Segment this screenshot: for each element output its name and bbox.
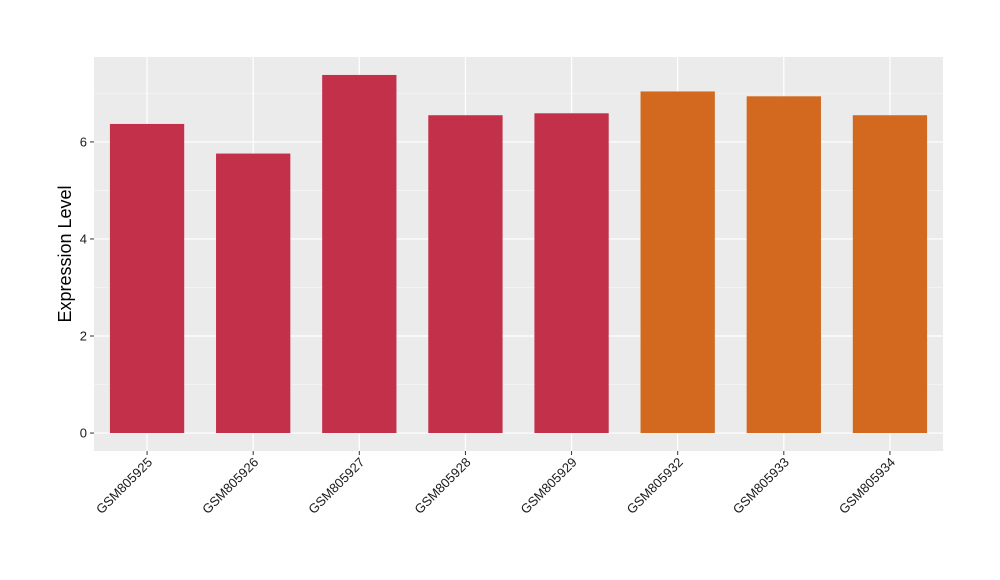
x-tick-label: GSM805929: [517, 455, 579, 517]
bar-GSM805934: [852, 115, 928, 434]
x-tick-label: GSM805932: [624, 455, 686, 517]
x-tick-label: GSM805927: [305, 455, 367, 517]
y-tick-label: 6: [80, 134, 87, 149]
y-tick-label: 2: [80, 329, 87, 344]
bars: [109, 74, 928, 434]
y-axis-title: Expression Level: [55, 185, 75, 322]
bar-GSM805932: [640, 91, 715, 434]
x-axis: GSM805925 GSM805926 GSM805927 GSM805928 GSM8…: [93, 451, 898, 517]
bar-GSM805928: [428, 115, 503, 434]
x-tick-label: GSM805928: [411, 455, 473, 517]
x-tick-label: GSM805925: [93, 455, 155, 517]
bar-GSM805933: [746, 96, 821, 434]
x-tick-label: GSM805933: [730, 455, 792, 517]
y-tick-label: 4: [80, 231, 87, 246]
y-tick-label: 0: [80, 426, 87, 441]
bar-GSM805927: [322, 74, 397, 434]
bar-GSM805926: [216, 153, 291, 434]
x-tick-label: GSM805934: [836, 455, 898, 517]
y-axis: 0 2 4 6: [80, 134, 94, 441]
bar-GSM805925: [109, 123, 185, 434]
bar-GSM805929: [534, 113, 609, 434]
x-tick-label: GSM805926: [199, 455, 261, 517]
